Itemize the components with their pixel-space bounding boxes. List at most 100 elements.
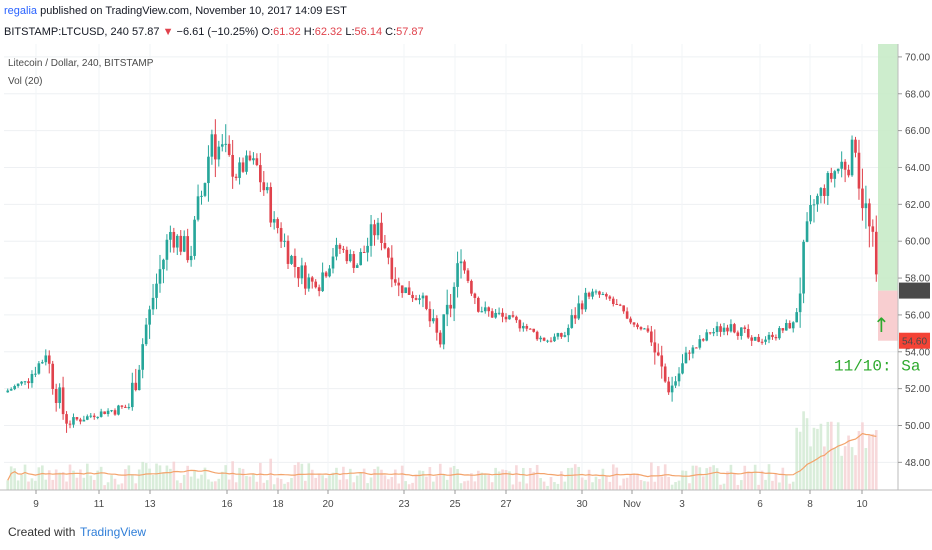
candle-body	[393, 279, 397, 283]
candle-body	[722, 327, 726, 332]
volume-bar	[224, 465, 228, 490]
volume-bar	[425, 476, 428, 490]
candle-body	[342, 248, 345, 250]
candle-body	[826, 173, 830, 196]
candle-body	[245, 155, 248, 172]
volume-bar	[646, 481, 650, 490]
target-price-tag	[899, 332, 930, 349]
volume-bar	[812, 427, 816, 490]
volume-bar	[501, 469, 504, 490]
candle-body	[584, 292, 587, 310]
volume-bar	[20, 474, 23, 490]
candle-body	[383, 243, 387, 249]
volume-bar	[452, 465, 456, 490]
candle-body	[539, 337, 542, 340]
price-axis[interactable]: 48.00 50.00 52.00 54.00 56.00 58.00 60.00 62.00…	[897, 44, 932, 516]
volume-bar	[404, 481, 407, 490]
candle-body	[99, 411, 103, 417]
candle-body	[175, 235, 179, 248]
volume-bar	[130, 474, 134, 490]
candle-body	[767, 334, 771, 340]
candle-body	[186, 236, 189, 261]
candle-body	[335, 244, 338, 257]
time-tick-label: 30	[576, 499, 588, 510]
candle-body	[86, 416, 89, 420]
candle-body	[580, 303, 584, 310]
candle-body	[695, 347, 698, 349]
volume-bar	[677, 480, 681, 490]
volume-bar	[196, 478, 200, 490]
volume-bar	[632, 474, 636, 490]
volume-bar	[283, 483, 286, 490]
candle-body	[736, 332, 740, 336]
candle-body	[487, 307, 491, 312]
volume-bar	[179, 482, 183, 490]
candle-body	[113, 410, 117, 415]
volume-bar	[522, 467, 525, 490]
candle-body	[563, 335, 567, 337]
volume-bar	[487, 473, 491, 490]
candle-body	[774, 337, 778, 339]
candle-body	[290, 255, 293, 264]
author-link[interactable]: regalia	[4, 5, 38, 17]
time-axis[interactable]: 9 11 13 16 18 20 23 25 27 30 Nov 3 6 8 10	[0, 489, 932, 510]
annotation-text: 11/10: Sa	[834, 358, 921, 376]
volume-bar	[68, 464, 72, 490]
volume-bar	[601, 468, 605, 490]
candle-body	[781, 328, 785, 331]
candle-body	[629, 318, 632, 323]
volume-bar	[577, 466, 580, 490]
volume-bar	[58, 472, 61, 490]
time-tick-label: Nov	[623, 499, 641, 510]
candle-body	[6, 390, 10, 393]
candle-body	[646, 328, 650, 332]
published-text: published on TradingView.com, November 1…	[40, 5, 347, 17]
candle-body	[861, 188, 864, 209]
candle-body	[708, 332, 712, 334]
volume-bar	[227, 479, 231, 490]
candle-body	[414, 298, 418, 300]
time-tick-label: 25	[449, 499, 461, 510]
candle-body	[746, 329, 750, 338]
candle-body	[470, 280, 473, 294]
volume-bar	[823, 446, 826, 490]
candle-body	[13, 386, 16, 390]
volume-bar	[110, 475, 113, 490]
volume-bar	[809, 446, 812, 490]
candle-body	[411, 294, 414, 299]
candle-body	[324, 272, 328, 277]
price-tick-label: 48.00	[905, 458, 930, 469]
volume-bar	[459, 483, 463, 490]
candle-body	[369, 224, 373, 246]
candle-body	[632, 322, 636, 325]
candle-body	[847, 169, 850, 176]
chart-grid	[4, 44, 898, 490]
volume-bar	[245, 475, 248, 490]
volume-bar	[874, 430, 878, 490]
volume-bar	[847, 435, 850, 490]
long-target-zone	[878, 44, 898, 291]
volume-bar	[736, 484, 740, 490]
candle-body	[750, 337, 754, 341]
candle-body	[72, 417, 75, 425]
volume-bar	[563, 481, 567, 490]
price-tick-label: 66.00	[905, 126, 930, 137]
volume-bars	[6, 411, 878, 490]
tradingview-logo-link[interactable]: TradingView	[80, 525, 147, 539]
candle-body	[317, 287, 321, 292]
price-chart[interactable]: 48.00 50.00 52.00 54.00 56.00 58.00 60.00 62.00…	[0, 44, 932, 516]
candle-body	[508, 315, 511, 320]
candle-body	[65, 414, 68, 424]
candle-body	[144, 324, 148, 345]
candle-body	[864, 203, 868, 209]
candle-body	[733, 324, 736, 333]
candle-body	[207, 156, 210, 184]
candle-body	[466, 270, 470, 281]
volume-bar	[407, 484, 411, 490]
candle-body	[165, 239, 169, 260]
candle-body	[608, 296, 612, 299]
volume-bar	[653, 481, 657, 490]
volume-bar	[352, 482, 356, 490]
volume-bar	[566, 468, 570, 490]
volume-bar	[556, 483, 560, 490]
